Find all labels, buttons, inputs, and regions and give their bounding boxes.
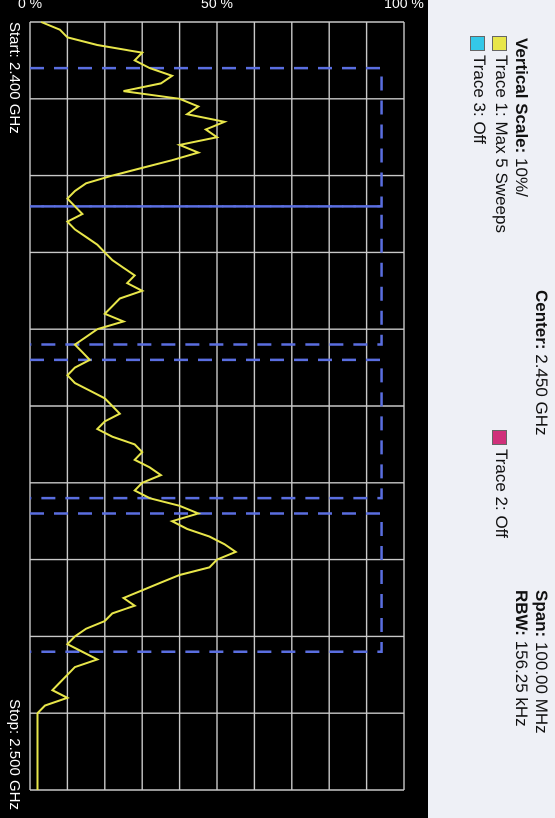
trace1-label: Trace 1: Max 5 Sweeps <box>492 55 511 233</box>
trace1-swatch <box>492 36 507 51</box>
center-value: 2.450 GHz <box>532 354 551 436</box>
trace1-line <box>36 21 238 790</box>
vertical-scale-readout: Vertical Scale: 10%/ <box>511 38 531 197</box>
x-start-label: Start: 2.400 GHz <box>6 22 23 134</box>
plot-area: 0 % 50 % 100 % Start: 2.400 GHz Stop: 2.500 … <box>0 0 428 818</box>
x-stop-label: Stop: 2.500 GHz <box>6 699 23 810</box>
center-readout: Center: 2.450 GHz <box>531 290 551 436</box>
trace3-swatch <box>470 36 485 51</box>
span-label: Span: <box>532 590 551 638</box>
rbw-readout: RBW: 156.25 kHz <box>511 590 531 727</box>
trace2-label: Trace 2: Off <box>492 449 511 538</box>
vertical-scale-label: Vertical Scale: <box>512 38 531 154</box>
channel-outline-2 <box>30 205 383 346</box>
channel-outline-3 <box>30 358 383 500</box>
y-tick-label: 100 % <box>384 0 424 11</box>
y-tick-label: 50 % <box>201 0 233 11</box>
rbw-label: RBW: <box>512 590 531 636</box>
trace3-label: Trace 3: Off <box>470 55 489 144</box>
trace2-swatch <box>492 430 507 445</box>
channel-outline-4 <box>30 512 383 654</box>
span-readout: Span: 100.00 MHz <box>531 590 551 734</box>
center-label: Center: <box>532 290 551 350</box>
vertical-scale-value: 10%/ <box>512 158 531 197</box>
y-tick-label: 0 % <box>18 0 42 11</box>
spectrum-chart: 0 % 50 % 100 % Start: 2.400 GHz Stop: 2.500 … <box>6 0 424 810</box>
rbw-value: 156.25 kHz <box>512 640 531 727</box>
channel-outline-1 <box>30 66 383 208</box>
span-value: 100.00 MHz <box>532 641 551 734</box>
